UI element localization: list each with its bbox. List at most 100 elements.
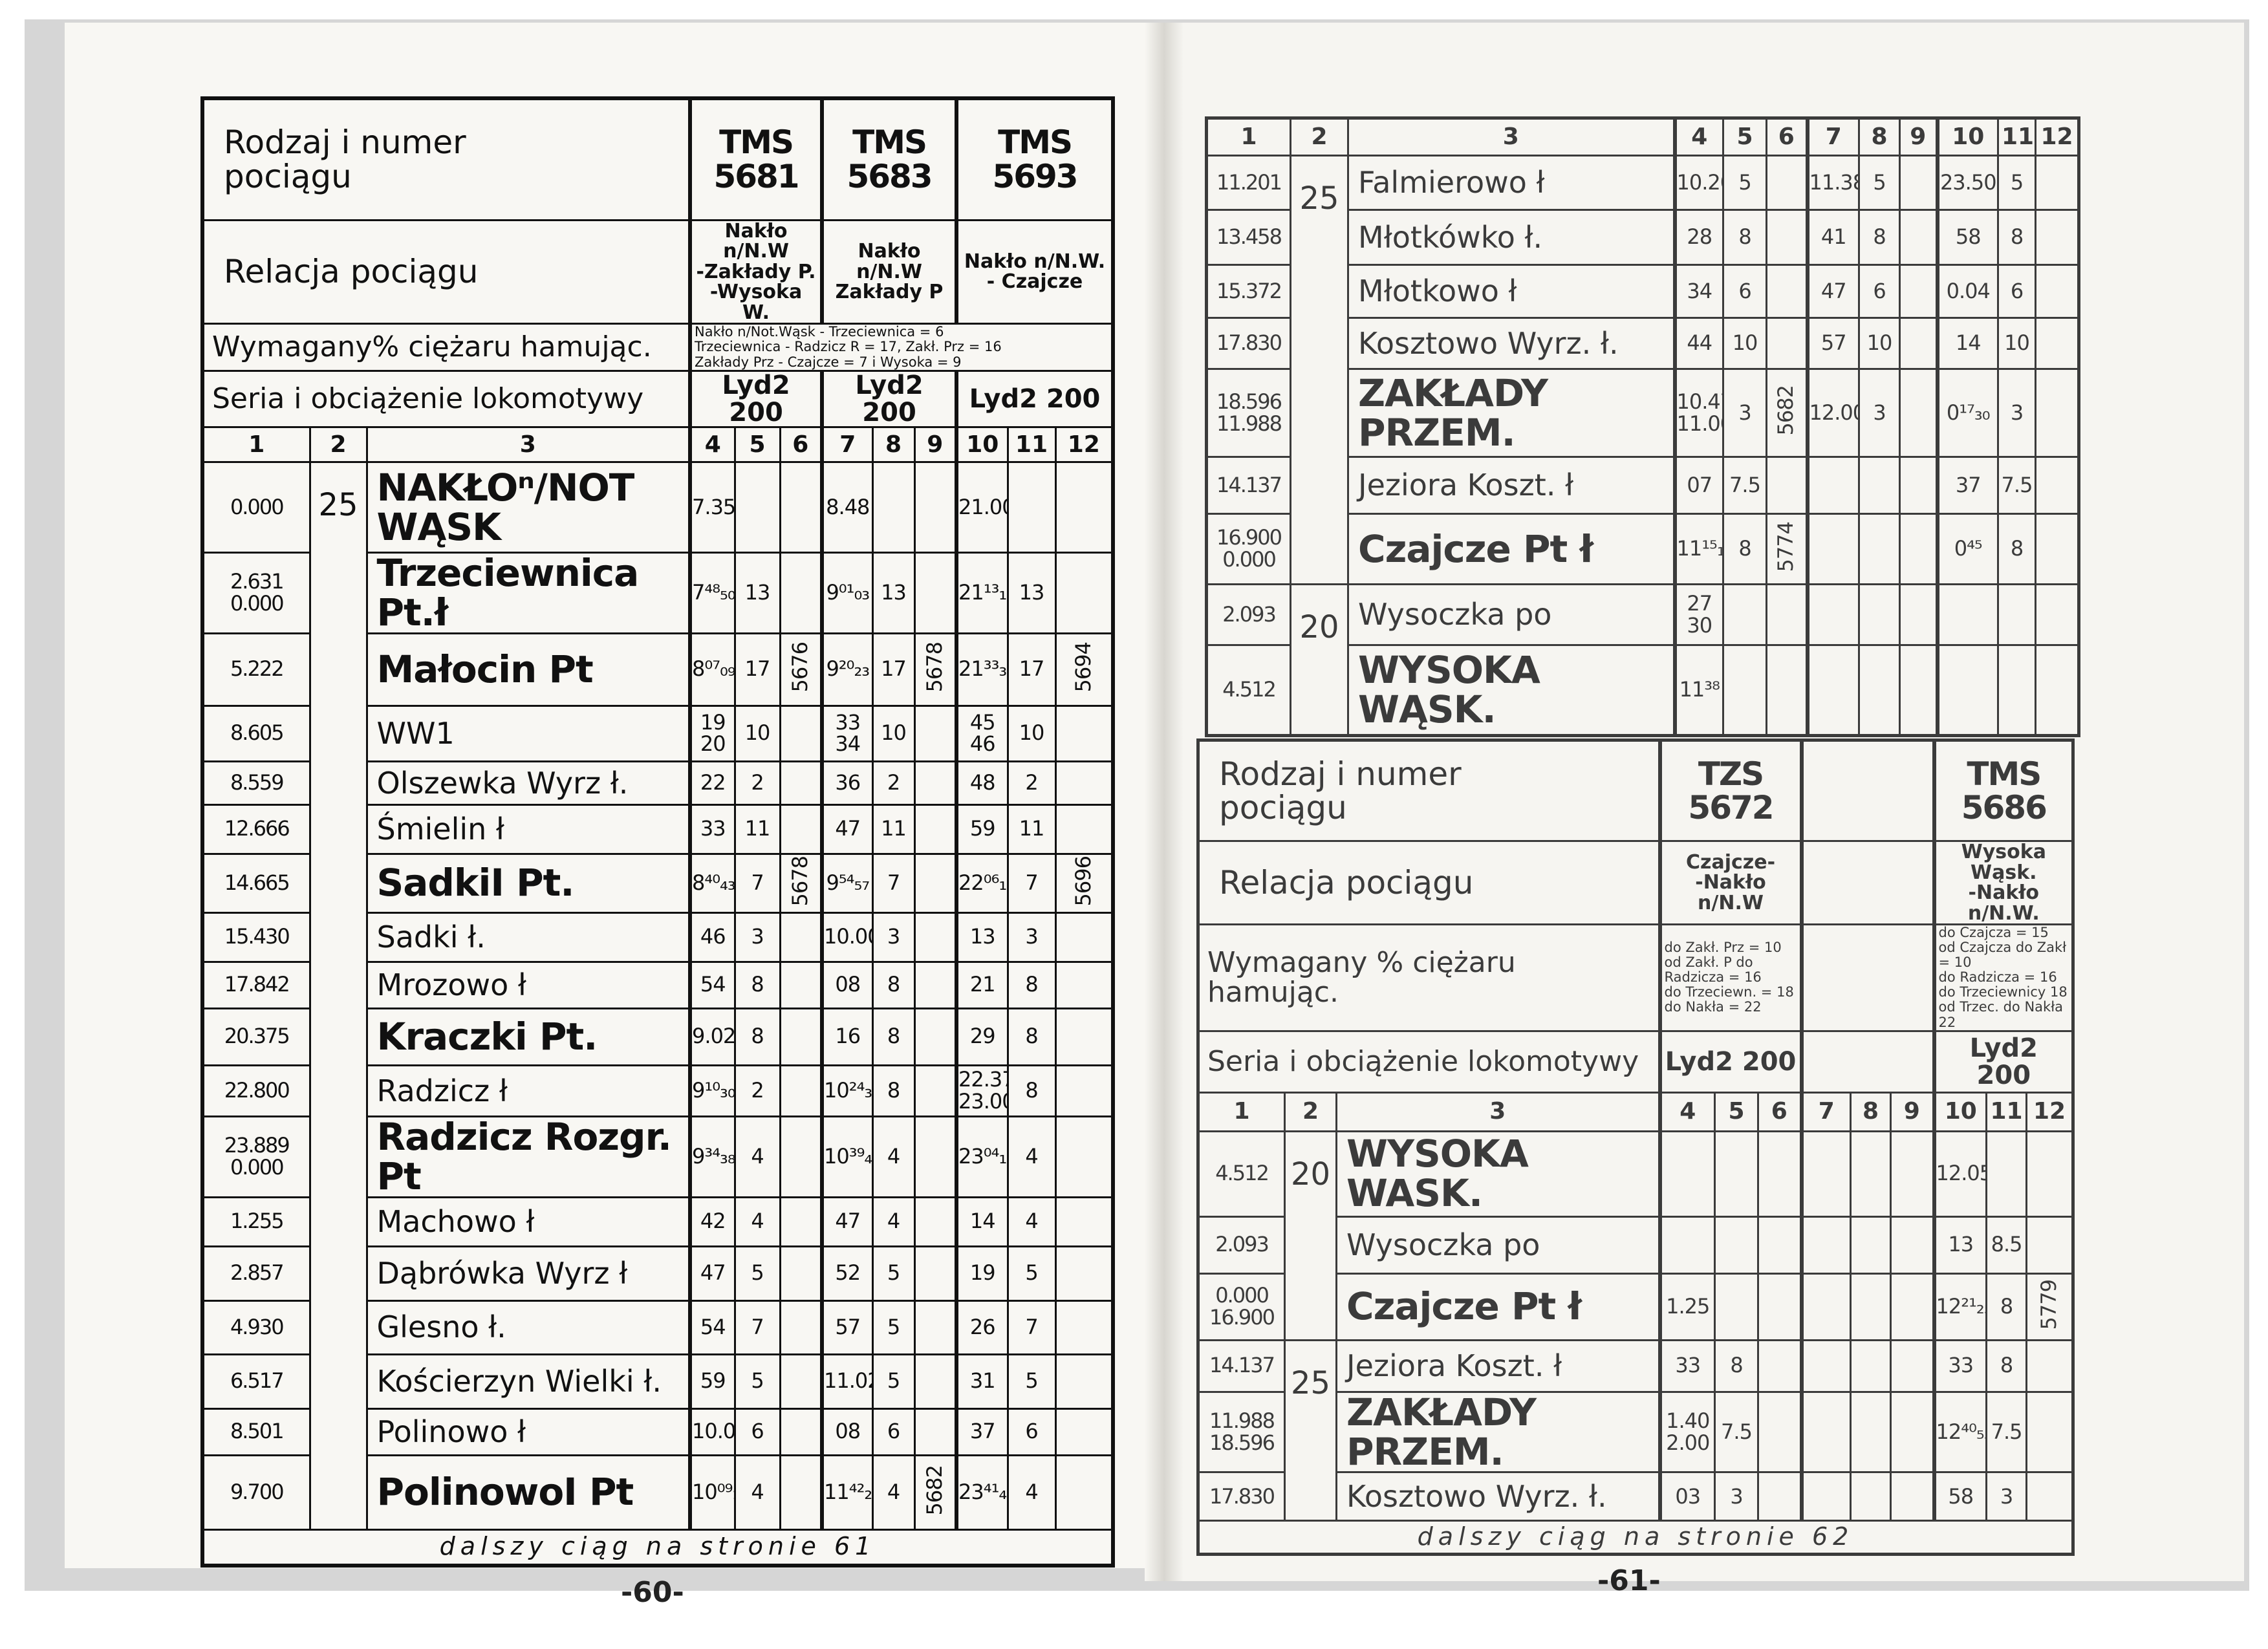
page-number-61: -61- — [1597, 1564, 1661, 1597]
crossing-train-cell — [1757, 1272, 1802, 1341]
crossing-train-number: 5678 — [922, 642, 947, 693]
kilometer-cell: 4.512 — [1205, 644, 1291, 737]
run-time-cell — [1714, 1130, 1759, 1218]
run-time-cell: 10 — [871, 704, 916, 762]
kilometer-cell: 15.430 — [201, 911, 311, 963]
station-name: SadkiI Pt. — [365, 852, 691, 914]
run-time-cell: 4 — [871, 1454, 916, 1531]
crossing-train-cell — [1899, 155, 1938, 211]
station-name: Czajcze Pt ł — [1335, 1272, 1661, 1341]
book-gutter — [1145, 23, 1183, 1581]
header-row-train-number: Rodzaj i numer pociągu TMS 5681 TMS 5683 TM… — [201, 97, 1114, 221]
time-cell — [1799, 1339, 1852, 1393]
footer-row: dalszy ciąg na stronie 62 — [1196, 1520, 2075, 1556]
run-time-cell: 8 — [871, 960, 916, 1009]
station-name: Kosztowo Wyrz. ł. — [1347, 317, 1676, 370]
station-name: Jeziora Koszt. ł — [1347, 456, 1676, 515]
time-cell — [1805, 644, 1860, 737]
station-name: Sadki ł. — [365, 911, 691, 963]
station-row: 17.842 Mrozowo ł 54 8 08 8 21 8 — [201, 960, 1114, 1009]
crossing-train-cell — [1054, 803, 1114, 855]
crossing-train-cell — [779, 1007, 823, 1066]
header-row-train-relation: Relacja pociągu Nakło n/N.W -Zakłady P. -… — [201, 219, 1114, 325]
time-cell: 23.50 — [1935, 155, 1999, 211]
station-row: 23.889 0.000 Radzicz Rozgr. Pt 9³⁴₃₈ 4 10³⁹₄… — [201, 1115, 1114, 1198]
time-cell: 47 — [820, 803, 874, 855]
time-cell: 13 — [1932, 1215, 1988, 1275]
gradient-cell: 25 — [1290, 155, 1349, 585]
run-time-cell: 7.5 — [1722, 456, 1767, 515]
crossing-train-cell: 5682 — [913, 1454, 958, 1531]
gradient-cell: 25 — [308, 461, 368, 1531]
crossing-train-cell — [1766, 644, 1808, 737]
crossing-train-cell — [913, 960, 958, 1009]
station-name: NAKŁOⁿ/NOT WĄSK — [365, 461, 691, 554]
station-row: 4.930 Glesno ł. 54 7 57 5 26 7 — [201, 1299, 1114, 1355]
time-cell — [1805, 513, 1860, 585]
kilometer-cell: 14.665 — [201, 852, 311, 914]
train-number-cell: TMS 5681 — [688, 97, 823, 221]
time-cell: 9²⁰₂₃ — [820, 632, 874, 707]
station-row: 15.372 Młotkowo ł 34 6 47 6 0.04 6 — [1205, 264, 2080, 319]
locomotive-series-cell: Lyd2 200 — [1658, 1029, 1802, 1094]
column-number: 12 — [1054, 426, 1114, 463]
column-number: 10 — [1935, 117, 1999, 156]
run-time-cell: 8 — [1722, 513, 1767, 585]
time-cell: 11¹⁵₁₉ — [1672, 513, 1724, 585]
run-time-cell: 8 — [1997, 209, 2036, 266]
header-row-locomotive-series: Seria i obciążenie lokomotywy Lyd2 200 Lyd… — [1197, 1029, 2075, 1094]
time-cell — [1805, 456, 1860, 515]
time-cell: 27 30 — [1672, 583, 1724, 646]
run-time-cell: 7.5 — [1997, 456, 2036, 515]
crossing-train-cell — [2035, 209, 2080, 266]
footer-row: dalszy ciąg na stronie 61 — [201, 1528, 1114, 1567]
kilometer-cell: 23.889 0.000 — [201, 1115, 311, 1198]
station-row: 5.222 Małocin Pt 8⁰⁷₀₉ 17 5676 9²⁰₂₃ 17 5678 21³… — [201, 632, 1114, 707]
crossing-train-number: 5682 — [922, 1465, 947, 1515]
run-time-cell: 5 — [1997, 155, 2036, 211]
column-number: 6 — [1757, 1091, 1802, 1132]
time-cell: 12²¹₂₅ — [1932, 1272, 1988, 1341]
time-cell — [1658, 1130, 1716, 1218]
time-cell — [1799, 1130, 1852, 1218]
run-time-cell: 4 — [733, 1115, 781, 1198]
crossing-train-cell — [2035, 155, 2080, 211]
locomotive-series-cell: Lyd2 200 — [688, 370, 823, 428]
time-cell: 52 — [820, 1245, 874, 1302]
kilometer-cell: 0.000 — [201, 461, 311, 554]
train-number-cell: TMS 5683 — [820, 97, 958, 221]
station-name: Kraczki Pt. — [365, 1007, 691, 1066]
train-relation-label: Relacja pociągu — [1197, 840, 1661, 925]
crossing-train-cell — [2035, 583, 2080, 646]
time-cell: 59 — [955, 803, 1009, 855]
crossing-train-cell — [1054, 1196, 1114, 1247]
time-cell: 44 — [1672, 317, 1724, 370]
run-time-cell: 8 — [1006, 960, 1057, 1009]
crossing-train-cell — [1766, 264, 1808, 319]
column-number: 1 — [1197, 1091, 1286, 1132]
crossing-train-cell — [1054, 704, 1114, 762]
run-time-cell: 8 — [733, 1007, 781, 1066]
run-time-cell: 5 — [1858, 155, 1901, 211]
kilometer-cell: 14.137 — [1197, 1339, 1286, 1393]
station-row: 8.605 WW1 19 20 10 33 34 10 45 46 10 — [201, 704, 1114, 762]
station-name: Machowo ł — [365, 1196, 691, 1247]
brake-weight-requirement-label: Wymagany% ciężaru hamując. — [201, 323, 691, 372]
run-time-cell: 3 — [871, 911, 916, 963]
brake-weight-requirement-cell — [1799, 923, 1936, 1032]
time-cell: 8.48 — [820, 461, 874, 554]
crossing-train-cell — [913, 1064, 958, 1117]
column-number: 9 — [1889, 1091, 1936, 1132]
station-row: 13.458 Młotkówko ł. 28 8 41 8 58 8 — [1205, 209, 2080, 266]
crossing-train-cell — [779, 1353, 823, 1410]
locomotive-series-label: Seria i obciążenie lokomotywy — [201, 370, 691, 428]
crossing-train-cell — [1766, 209, 1808, 266]
time-cell: 0⁴⁵ — [1935, 513, 1999, 585]
time-cell: 10²⁴₃₅ — [820, 1064, 874, 1117]
crossing-train-cell — [2025, 1130, 2075, 1218]
time-cell: 16 — [820, 1007, 874, 1066]
column-number: 8 — [1858, 117, 1901, 156]
time-cell: 37 — [1935, 456, 1999, 515]
column-number: 1 — [201, 426, 311, 463]
